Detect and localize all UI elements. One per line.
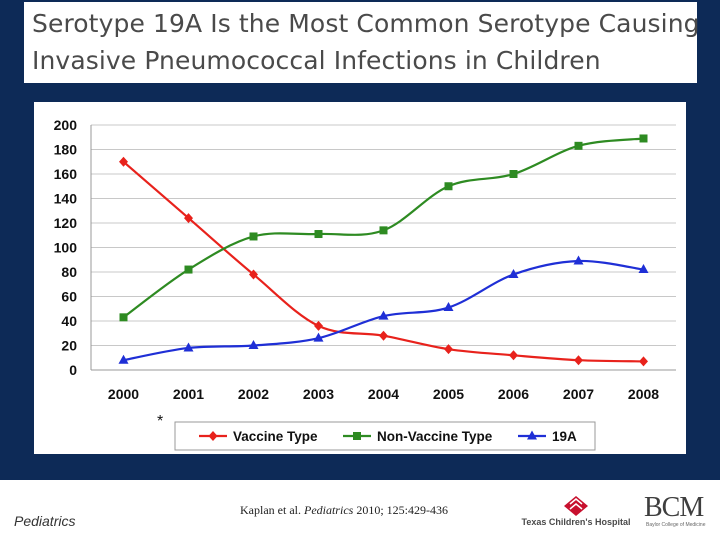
- point-19a-2006: [508, 268, 519, 278]
- chart-panel: 0 20 40 60 80 100 120 140 160 180 200 2000 2001 2002 2…: [34, 102, 686, 454]
- y-tick-label: 140: [54, 191, 78, 207]
- point-vaccine-type-2001: [184, 213, 193, 224]
- x-tick-label: 2008: [628, 386, 659, 402]
- y-tick-label: 0: [69, 362, 77, 378]
- legend-marker-19a: [527, 430, 537, 440]
- bcm-logo: BCM Baylor College of Medicine: [640, 492, 714, 532]
- bcm-logo-text: BCM: [644, 492, 704, 523]
- point-19a-2007: [573, 255, 584, 265]
- x-tick-label: 2002: [238, 386, 269, 402]
- point-non-vaccine-type-2001: [184, 265, 193, 274]
- y-tick-label: 180: [54, 142, 78, 158]
- point-vaccine-type-2008: [639, 356, 648, 367]
- y-tick-label: 20: [61, 338, 77, 354]
- slide-title-line-1: Serotype 19A Is the Most Common Serotype…: [32, 9, 700, 38]
- citation-authors: Kaplan et al.: [240, 503, 304, 517]
- x-tick-label: 2005: [433, 386, 464, 402]
- line-chart: 0 20 40 60 80 100 120 140 160 180 200 2000 2001 2002 2…: [54, 117, 676, 451]
- point-19a-2003: [313, 332, 324, 342]
- bcm-logo-subtext: Baylor College of Medicine: [646, 522, 706, 528]
- point-vaccine-type-2000: [119, 156, 128, 167]
- point-non-vaccine-type-2007: [574, 141, 583, 150]
- legend-label-vaccine-type: Vaccine Type: [233, 429, 318, 444]
- point-vaccine-type-2002: [249, 269, 258, 280]
- x-tick-label: 2001: [173, 386, 204, 402]
- point-non-vaccine-type-2006: [509, 170, 518, 178]
- point-19a-2004: [378, 310, 389, 320]
- point-vaccine-type-2007: [574, 355, 583, 366]
- legend-marker-non-vaccine-type: [353, 432, 361, 440]
- y-tick-label: 80: [61, 264, 77, 280]
- point-19a-2000: [118, 354, 129, 364]
- point-vaccine-type-2003: [314, 320, 323, 331]
- point-19a-2005: [443, 302, 454, 312]
- point-non-vaccine-type-2004: [379, 226, 388, 235]
- y-tick-label: 100: [54, 240, 78, 256]
- title-box: Serotype 19A Is the Most Common Serotype…: [24, 2, 700, 83]
- legend-label-non-vaccine-type: Non-Vaccine Type: [377, 429, 493, 444]
- point-19a-2001: [183, 342, 194, 352]
- y-tick-label: 60: [61, 289, 77, 305]
- asterisk-note: *: [157, 413, 164, 430]
- y-tick-label: 40: [61, 313, 77, 329]
- citation-details: 2010; 125:429-436: [353, 503, 448, 517]
- point-non-vaccine-type-2000: [119, 313, 128, 322]
- x-tick-label: 2000: [108, 386, 139, 402]
- footer-label: Pediatrics: [14, 513, 76, 529]
- point-19a-2008: [638, 264, 649, 274]
- point-vaccine-type-2004: [379, 330, 388, 341]
- x-tick-label: 2007: [563, 386, 594, 402]
- x-tick-label: 2006: [498, 386, 529, 402]
- y-tick-label: 200: [54, 117, 78, 133]
- tch-emblem-icon: [564, 496, 588, 516]
- legend-label-19a: 19A: [552, 429, 577, 444]
- point-non-vaccine-type-2002: [249, 232, 258, 241]
- x-tick-label: 2004: [368, 386, 399, 402]
- slide-title-line-2: Invasive Pneumococcal Infections in Chil…: [32, 46, 601, 75]
- y-tick-label: 120: [54, 215, 78, 231]
- point-non-vaccine-type-2003: [314, 230, 323, 239]
- point-vaccine-type-2005: [444, 344, 453, 355]
- citation: Kaplan et al. Pediatrics 2010; 125:429-4…: [240, 503, 448, 518]
- point-non-vaccine-type-2008: [639, 134, 648, 143]
- y-tick-label: 160: [54, 166, 78, 182]
- texas-childrens-logo: Texas Children's Hospital: [520, 494, 632, 532]
- point-19a-2002: [248, 340, 259, 349]
- point-vaccine-type-2006: [509, 350, 518, 361]
- legend-marker-vaccine-type: [208, 431, 218, 441]
- point-non-vaccine-type-2005: [444, 182, 453, 191]
- citation-journal: Pediatrics: [303, 503, 354, 517]
- tch-logo-text: Texas Children's Hospital: [521, 517, 631, 527]
- x-tick-label: 2003: [303, 386, 334, 402]
